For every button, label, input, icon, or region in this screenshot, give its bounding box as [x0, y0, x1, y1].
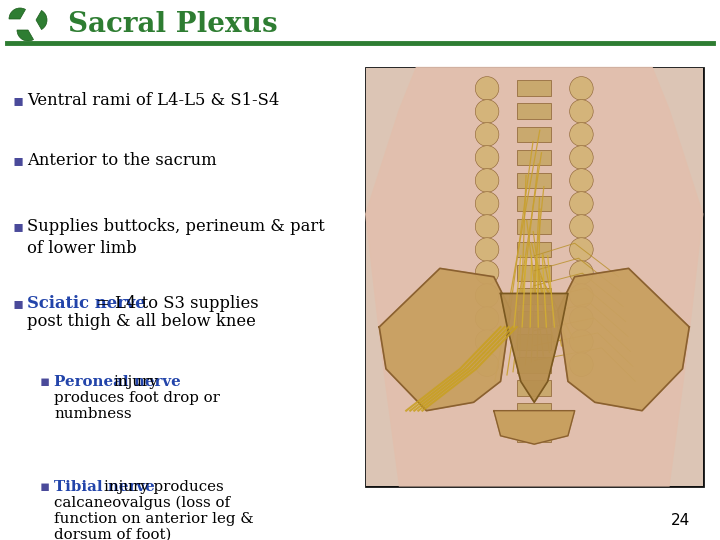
Bar: [518, 357, 551, 373]
Circle shape: [570, 215, 593, 238]
Circle shape: [475, 100, 499, 123]
Circle shape: [475, 353, 499, 376]
Wedge shape: [36, 10, 47, 30]
Circle shape: [570, 238, 593, 261]
Text: post thigh & all below knee: post thigh & all below knee: [27, 313, 256, 330]
Circle shape: [475, 192, 499, 215]
Polygon shape: [379, 268, 510, 410]
Bar: [518, 195, 551, 212]
Bar: [518, 426, 551, 442]
Text: Anterior to the sacrum: Anterior to the sacrum: [27, 152, 217, 169]
Circle shape: [475, 307, 499, 330]
Bar: [518, 219, 551, 234]
Circle shape: [570, 284, 593, 307]
Circle shape: [475, 146, 499, 169]
Bar: [518, 150, 551, 165]
Text: = L4 to S3 supplies: = L4 to S3 supplies: [96, 295, 258, 312]
Circle shape: [475, 168, 499, 192]
Circle shape: [570, 100, 593, 123]
Bar: [518, 126, 551, 143]
Text: 24: 24: [670, 513, 690, 528]
Text: Sciatic nerve: Sciatic nerve: [27, 295, 146, 312]
Circle shape: [570, 353, 593, 376]
Text: function on anterior leg &: function on anterior leg &: [54, 512, 253, 526]
Bar: [518, 80, 551, 96]
Text: ▪: ▪: [40, 375, 50, 389]
Circle shape: [475, 123, 499, 146]
Polygon shape: [494, 410, 575, 444]
Circle shape: [570, 168, 593, 192]
Text: ▪: ▪: [13, 92, 24, 109]
Circle shape: [475, 215, 499, 238]
Bar: [518, 265, 551, 280]
Bar: [518, 310, 551, 327]
Text: ▪: ▪: [40, 480, 50, 494]
Bar: [518, 380, 551, 396]
Text: numbness: numbness: [54, 407, 132, 421]
Polygon shape: [366, 68, 703, 486]
Bar: [518, 241, 551, 258]
Circle shape: [475, 238, 499, 261]
Text: Ventral rami of L4-L5 & S1-S4: Ventral rami of L4-L5 & S1-S4: [27, 92, 280, 109]
Text: produces foot drop or: produces foot drop or: [54, 391, 220, 405]
Text: ▪: ▪: [13, 152, 24, 169]
Circle shape: [475, 77, 499, 100]
Wedge shape: [9, 8, 25, 19]
Text: Tibial nerve: Tibial nerve: [54, 480, 155, 494]
Circle shape: [570, 77, 593, 100]
Text: Sacral Plexus: Sacral Plexus: [68, 11, 278, 38]
Bar: [518, 288, 551, 303]
Bar: [366, 68, 703, 486]
Text: Peroneal nerve: Peroneal nerve: [54, 375, 181, 389]
Polygon shape: [558, 268, 689, 410]
Bar: [518, 104, 551, 119]
Circle shape: [570, 192, 593, 215]
Circle shape: [570, 146, 593, 169]
Circle shape: [570, 261, 593, 285]
Circle shape: [475, 261, 499, 285]
Circle shape: [570, 123, 593, 146]
Wedge shape: [17, 30, 34, 41]
Circle shape: [475, 284, 499, 307]
Circle shape: [570, 307, 593, 330]
Text: Supplies buttocks, perineum & part
of lower limb: Supplies buttocks, perineum & part of lo…: [27, 218, 325, 256]
Bar: [518, 403, 551, 418]
Bar: [518, 173, 551, 188]
Polygon shape: [500, 293, 568, 402]
Bar: [366, 68, 703, 486]
Bar: [518, 334, 551, 349]
Text: injury: injury: [114, 375, 158, 389]
Circle shape: [570, 330, 593, 353]
Text: ▪: ▪: [13, 218, 24, 235]
Text: calcaneovalgus (loss of: calcaneovalgus (loss of: [54, 496, 230, 510]
Text: injury produces: injury produces: [104, 480, 224, 494]
Text: ▪: ▪: [13, 295, 24, 312]
Text: dorsum of foot): dorsum of foot): [54, 528, 171, 540]
Circle shape: [475, 330, 499, 353]
